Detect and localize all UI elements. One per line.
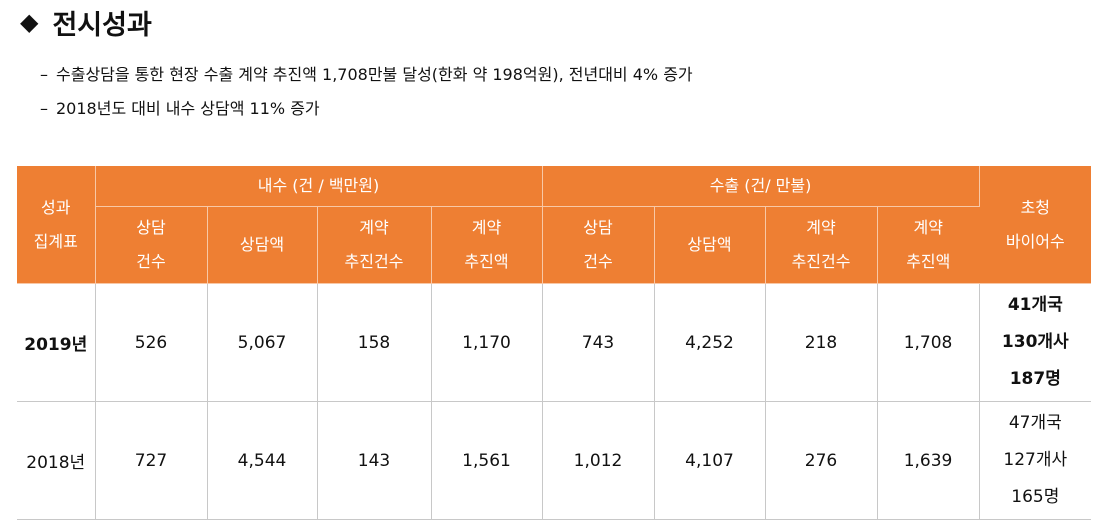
sub-header: 상담액 <box>654 206 766 284</box>
corner-header: 성과 집계표 <box>17 166 96 284</box>
buyers-header: 초청 바이어수 <box>979 166 1092 284</box>
sub-header: 계약 추진액 <box>431 206 543 284</box>
sub-header: 계약 추진건수 <box>317 206 432 284</box>
table-cell: 4,107 <box>654 401 766 520</box>
table-cell: 1,708 <box>877 283 980 402</box>
sub-header: 상담액 <box>207 206 318 284</box>
table-row: 2018년 727 4,544 143 1,561 1,012 4,107 27… <box>17 401 1092 520</box>
table-cell: 4,544 <box>207 401 318 520</box>
diamond-bullet-icon: ◆ <box>20 8 39 36</box>
domestic-group-header: 내수 (건 / 백만원) <box>95 166 543 207</box>
bullet-text: 수출상담을 통한 현장 수출 계약 추진액 1,708만불 달성(한화 약 19… <box>56 65 693 84</box>
table-cell: 1,561 <box>431 401 543 520</box>
buyers-cell: 47개국 127개사 165명 <box>979 401 1092 520</box>
export-group-header: 수출 (건/ 만불) <box>542 166 980 207</box>
bullet-item: –2018년도 대비 내수 상담액 11% 증가 <box>40 92 693 126</box>
table-cell: 276 <box>765 401 878 520</box>
table-row: 2019년 526 5,067 158 1,170 743 4,252 218 … <box>17 283 1092 402</box>
bullet-item: – 수출상담을 통한 현장 수출 계약 추진액 1,708만불 달성(한화 약 1… <box>40 58 693 92</box>
buyers-cell: 41개국 130개사 187명 <box>979 283 1092 402</box>
table-cell: 143 <box>317 401 432 520</box>
table-cell: 158 <box>317 283 432 402</box>
table-cell: 218 <box>765 283 878 402</box>
bullet-text: 2018년도 대비 내수 상담액 11% 증가 <box>56 99 320 118</box>
sub-header: 상담 건수 <box>542 206 655 284</box>
row-year: 2019년 <box>17 283 96 402</box>
table-cell: 743 <box>542 283 655 402</box>
section-title: 전시성과 <box>52 9 152 41</box>
row-year: 2018년 <box>17 401 96 520</box>
table-cell: 727 <box>95 401 208 520</box>
table-cell: 4,252 <box>654 283 766 402</box>
sub-header: 상담 건수 <box>95 206 208 284</box>
results-table: 성과 집계표 내수 (건 / 백만원) 수출 (건/ 만불) 초청 바이어수 상… <box>17 166 1092 520</box>
section-heading: ◆ 전시성과 <box>20 2 152 42</box>
summary-bullets: – 수출상담을 통한 현장 수출 계약 추진액 1,708만불 달성(한화 약 1… <box>40 58 693 126</box>
sub-header: 계약 추진건수 <box>765 206 878 284</box>
table-cell: 1,012 <box>542 401 655 520</box>
table-cell: 1,170 <box>431 283 543 402</box>
table-cell: 5,067 <box>207 283 318 402</box>
table-cell: 526 <box>95 283 208 402</box>
dash-icon: – <box>40 65 48 84</box>
sub-header: 계약 추진액 <box>877 206 980 284</box>
dash-icon: – <box>40 99 48 118</box>
table-cell: 1,639 <box>877 401 980 520</box>
